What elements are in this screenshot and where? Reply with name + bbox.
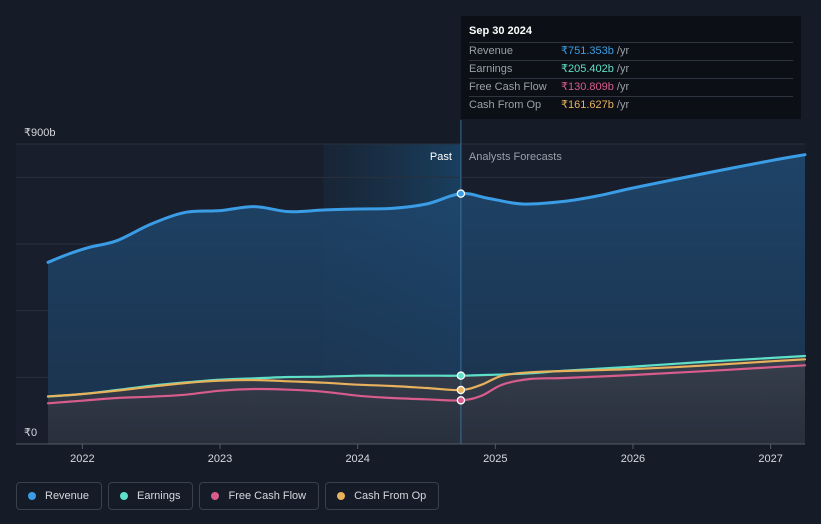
- x-tick-label: 2025: [483, 453, 507, 465]
- legend-item-earnings[interactable]: Earnings: [108, 482, 194, 510]
- tooltip-label: Revenue: [469, 45, 514, 57]
- legend-label: Earnings: [137, 490, 181, 502]
- legend-label: Free Cash Flow: [228, 490, 307, 502]
- legend-item-revenue[interactable]: Revenue: [16, 482, 103, 510]
- legend-dot-icon: [120, 492, 129, 500]
- tooltip-row-cash-from-op: Cash From Op ₹161.627b /yr: [469, 97, 793, 114]
- legend-dot-icon: [211, 492, 220, 500]
- tooltip-label: Cash From Op: [469, 99, 542, 111]
- cash-from-op-line: [46, 358, 807, 398]
- tooltip-value: ₹205.402b: [561, 63, 614, 75]
- tooltip-value: ₹751.353b: [561, 45, 614, 57]
- revenue-marker[interactable]: [456, 189, 466, 198]
- tooltip-row-revenue: Revenue ₹751.353b /yr: [469, 43, 793, 61]
- legend-item-cash-from-op[interactable]: Cash From Op: [325, 482, 440, 510]
- x-tick-label: 2022: [70, 453, 94, 465]
- tooltip-label: Free Cash Flow: [469, 81, 547, 93]
- legend-dot-icon: [28, 492, 36, 500]
- free-cash-flow-marker[interactable]: [456, 396, 466, 405]
- earnings-marker[interactable]: [456, 371, 466, 380]
- forecast-label: Analysts Forecasts: [469, 151, 562, 163]
- tooltip-date: Sep 30 2024: [469, 24, 793, 43]
- x-tick-label: 2024: [345, 453, 369, 465]
- tooltip-panel: Sep 30 2024 Revenue ₹751.353b /yr Earnin…: [461, 16, 801, 119]
- legend-item-free-cash-flow[interactable]: Free Cash Flow: [199, 482, 320, 510]
- legend-label: Revenue: [45, 490, 90, 502]
- tooltip-unit: /yr: [616, 63, 630, 75]
- legend-dot-icon: [337, 492, 346, 500]
- cash-from-op-marker[interactable]: [456, 385, 466, 395]
- free-cash-flow-line: [46, 364, 807, 405]
- x-tick-label: 2023: [208, 453, 232, 465]
- y-axis-top-label: ₹900b: [24, 127, 55, 139]
- tooltip-label: Earnings: [469, 63, 513, 75]
- legend: Revenue Earnings Free Cash Flow Cash Fro…: [16, 482, 440, 510]
- tooltip-value: ₹161.627b: [561, 99, 614, 111]
- tooltip-unit: /yr: [616, 45, 630, 57]
- tooltip-unit: /yr: [616, 99, 630, 111]
- x-tick-label: 2027: [758, 453, 782, 465]
- tooltip-unit: /yr: [616, 81, 630, 93]
- legend-label: Cash From Op: [354, 490, 427, 502]
- y-axis-bottom-label: ₹0: [24, 427, 37, 439]
- revenue-line: [46, 153, 807, 264]
- tooltip-row-free-cash-flow: Free Cash Flow ₹130.809b /yr: [469, 79, 793, 97]
- past-label: Past: [430, 151, 452, 163]
- x-tick-label: 2026: [621, 453, 645, 465]
- tooltip-value: ₹130.809b: [561, 81, 614, 93]
- tooltip-row-earnings: Earnings ₹205.402b /yr: [469, 61, 793, 79]
